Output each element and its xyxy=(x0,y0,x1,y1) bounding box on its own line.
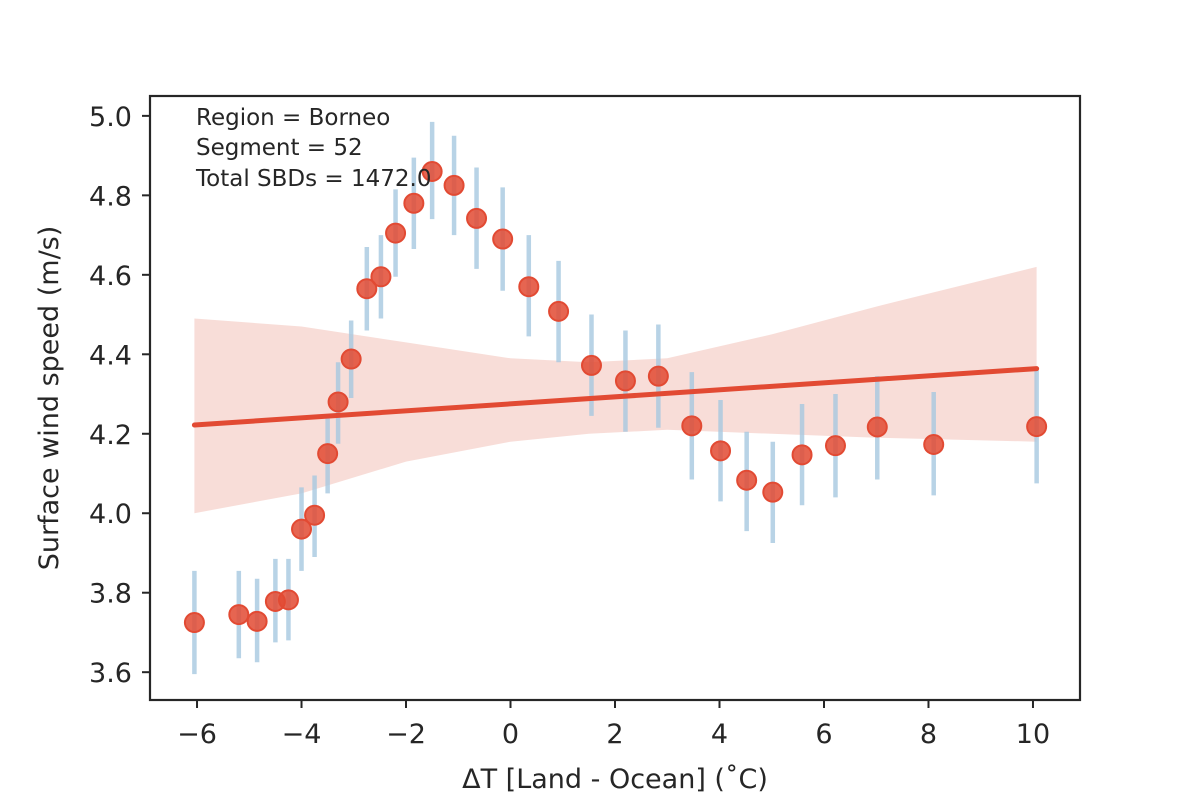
data-point-10 xyxy=(356,278,378,300)
data-point-4 xyxy=(277,589,299,611)
data-point-24 xyxy=(710,440,732,462)
x-tick-label-4: 2 xyxy=(606,719,623,750)
data-point-14 xyxy=(421,161,443,182)
data-point-25 xyxy=(736,469,758,491)
confidence-band xyxy=(194,266,1037,514)
data-point-19 xyxy=(548,300,570,322)
fit-line-layer xyxy=(191,366,1040,428)
data-point-23 xyxy=(681,415,703,437)
annotation-region: Region = Borneo xyxy=(196,105,390,131)
y-tick-label-2: 4.0 xyxy=(89,499,132,530)
x-tick-label-6: 6 xyxy=(815,719,832,750)
data-point-15 xyxy=(443,174,465,196)
data-point-20 xyxy=(580,354,602,376)
x-tick-label-7: 8 xyxy=(920,719,937,750)
data-point-13 xyxy=(403,192,425,214)
data-point-22 xyxy=(647,365,669,387)
data-point-31 xyxy=(1026,416,1048,438)
confidence-band-layer xyxy=(194,266,1037,514)
data-point-2 xyxy=(246,610,268,632)
data-point-30 xyxy=(923,433,945,455)
x-tick-label-3: 0 xyxy=(502,719,519,750)
data-point-11 xyxy=(370,266,392,288)
x-tick-label-8: 10 xyxy=(1016,719,1050,750)
data-point-1 xyxy=(228,604,250,626)
x-tick-label-2: −2 xyxy=(386,719,426,750)
regression-line xyxy=(191,366,1040,428)
data-point-9 xyxy=(340,348,362,370)
data-point-16 xyxy=(466,207,488,229)
data-point-21 xyxy=(614,370,636,392)
data-point-8 xyxy=(327,391,349,413)
data-point-18 xyxy=(518,276,540,298)
data-point-29 xyxy=(866,416,888,438)
y-tick-label-3: 4.2 xyxy=(89,420,132,451)
data-point-27 xyxy=(791,444,813,466)
y-tick-label-1: 3.8 xyxy=(89,579,132,610)
data-point-12 xyxy=(385,222,407,244)
x-axis-title: ΔT [Land - Ocean] (˚C) xyxy=(462,764,768,795)
y-tick-label-4: 4.4 xyxy=(89,340,132,371)
y-tick-label-5: 4.6 xyxy=(89,261,132,292)
y-tick-label-0: 3.6 xyxy=(89,658,132,689)
data-point-26 xyxy=(762,481,784,503)
data-point-5 xyxy=(291,518,313,540)
annotation-block: Region = Borneo Segment = 52 Total SBDs … xyxy=(195,105,431,192)
x-tick-label-1: −4 xyxy=(282,719,322,750)
annotation-segment: Segment = 52 xyxy=(196,135,363,161)
y-axis-title: Surface wind speed (m/s) xyxy=(34,226,65,571)
data-point-28 xyxy=(824,435,846,457)
data-point-6 xyxy=(304,504,326,526)
annotation-total: Total SBDs = 1472.0 xyxy=(195,166,431,192)
data-point-17 xyxy=(492,228,514,250)
y-tick-label-6: 4.8 xyxy=(89,181,132,212)
x-tick-label-5: 4 xyxy=(711,719,728,750)
axes-layer: −6 −4 −2 0 2 4 6 8 10 3.6 3.8 4.0 4.2 4.4 4.6 4.8 5.0 xyxy=(89,94,1082,750)
data-point-0 xyxy=(183,612,205,634)
x-tick-label-0: −6 xyxy=(177,719,217,750)
y-tick-label-7: 5.0 xyxy=(89,102,132,133)
data-point-7 xyxy=(317,443,339,465)
points-layer xyxy=(183,161,1048,634)
